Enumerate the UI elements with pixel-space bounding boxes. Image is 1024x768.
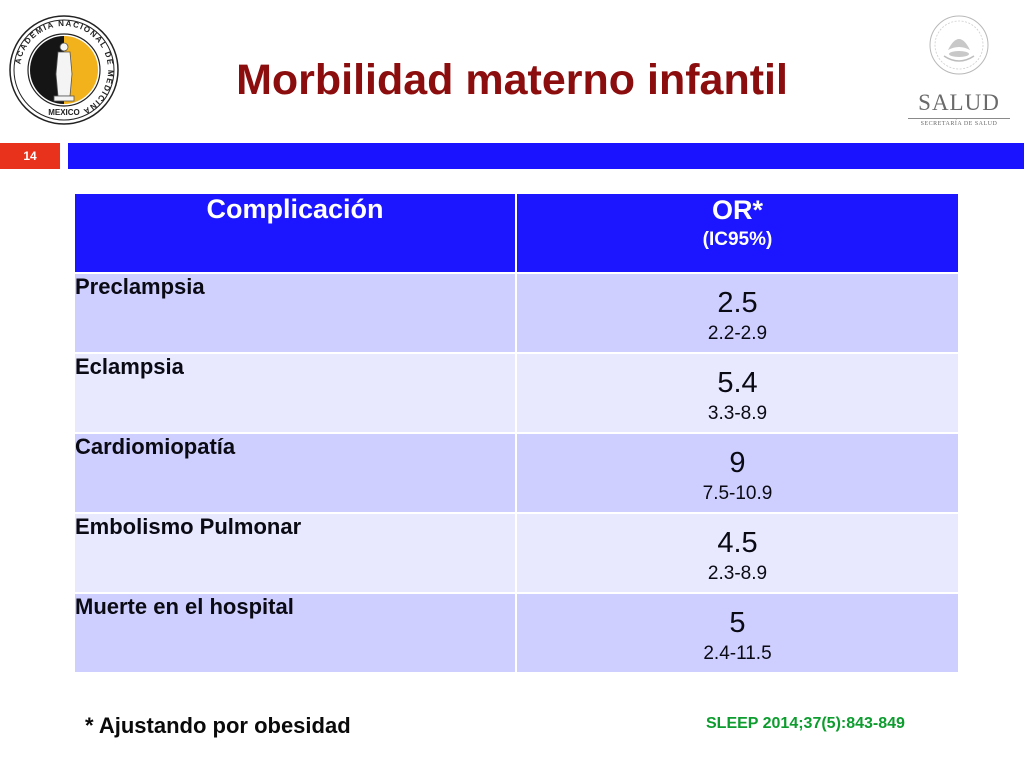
footnote: * Ajustando por obesidad bbox=[85, 713, 351, 738]
table-row: Cardiomiopatía 9 7.5-10.9 bbox=[73, 432, 960, 514]
table-row: Embolismo Pulmonar 4.5 2.3-8.9 bbox=[73, 512, 960, 594]
or-value: 2.5 bbox=[717, 287, 758, 319]
secretaria-de-salud-logo: SALUD SECRETARÍA DE SALUD bbox=[900, 12, 1018, 130]
ci-value: 3.3-8.9 bbox=[707, 403, 768, 424]
or-value: 5 bbox=[729, 607, 746, 639]
ci-value: 2.2-2.9 bbox=[707, 323, 768, 344]
complication-cell: Eclampsia bbox=[73, 352, 517, 434]
header-or: OR* (IC95%) bbox=[515, 192, 960, 274]
seal-bottom-text: MEXICO bbox=[48, 108, 80, 117]
complication-cell: Preclampsia bbox=[73, 272, 517, 354]
header-or-label: OR* bbox=[711, 195, 763, 225]
or-value: 4.5 bbox=[717, 527, 758, 559]
salud-brand-text: SALUD bbox=[918, 90, 1000, 115]
or-value: 5.4 bbox=[717, 367, 758, 399]
table-header-row: Complicación OR* (IC95%) bbox=[73, 192, 960, 274]
complication-cell: Muerte en el hospital bbox=[73, 592, 517, 674]
or-cell: 2.5 2.2-2.9 bbox=[515, 272, 960, 354]
slide-number: 14 bbox=[0, 143, 60, 169]
ci-value: 2.3-8.9 bbox=[707, 563, 768, 584]
academia-nacional-de-medicina-logo: ACADEMIA NACIONAL DE MEDICINA MEXICO bbox=[8, 14, 120, 126]
complication-cell: Cardiomiopatía bbox=[73, 432, 517, 514]
academia-nacional-de-medicina-seal-icon: ACADEMIA NACIONAL DE MEDICINA MEXICO bbox=[9, 15, 119, 125]
mexican-coat-of-arms-icon bbox=[929, 15, 989, 75]
or-value: 9 bbox=[729, 447, 746, 479]
complication-cell: Embolismo Pulmonar bbox=[73, 512, 517, 594]
header-divider-bar bbox=[68, 143, 1024, 169]
table-row: Eclampsia 5.4 3.3-8.9 bbox=[73, 352, 960, 434]
secretaria-de-salud-text: SECRETARÍA DE SALUD bbox=[920, 121, 998, 127]
header-complication: Complicación bbox=[73, 192, 517, 274]
ci-value: 2.4-11.5 bbox=[703, 643, 772, 664]
table-row: Muerte en el hospital 5 2.4-11.5 bbox=[73, 592, 960, 674]
logo-divider bbox=[908, 118, 1010, 119]
or-cell: 9 7.5-10.9 bbox=[515, 432, 960, 514]
ci-value: 7.5-10.9 bbox=[702, 483, 773, 504]
table-row: Preclampsia 2.5 2.2-2.9 bbox=[73, 272, 960, 354]
header-ci-label: (IC95%) bbox=[702, 229, 773, 250]
page-title: Morbilidad materno infantil bbox=[236, 56, 788, 104]
complications-table: Complicación OR* (IC95%) Preclampsia 2.5… bbox=[73, 192, 960, 674]
citation: SLEEP 2014;37(5):843-849 bbox=[706, 715, 905, 732]
or-cell: 5 2.4-11.5 bbox=[515, 592, 960, 674]
or-cell: 5.4 3.3-8.9 bbox=[515, 352, 960, 434]
or-cell: 4.5 2.3-8.9 bbox=[515, 512, 960, 594]
